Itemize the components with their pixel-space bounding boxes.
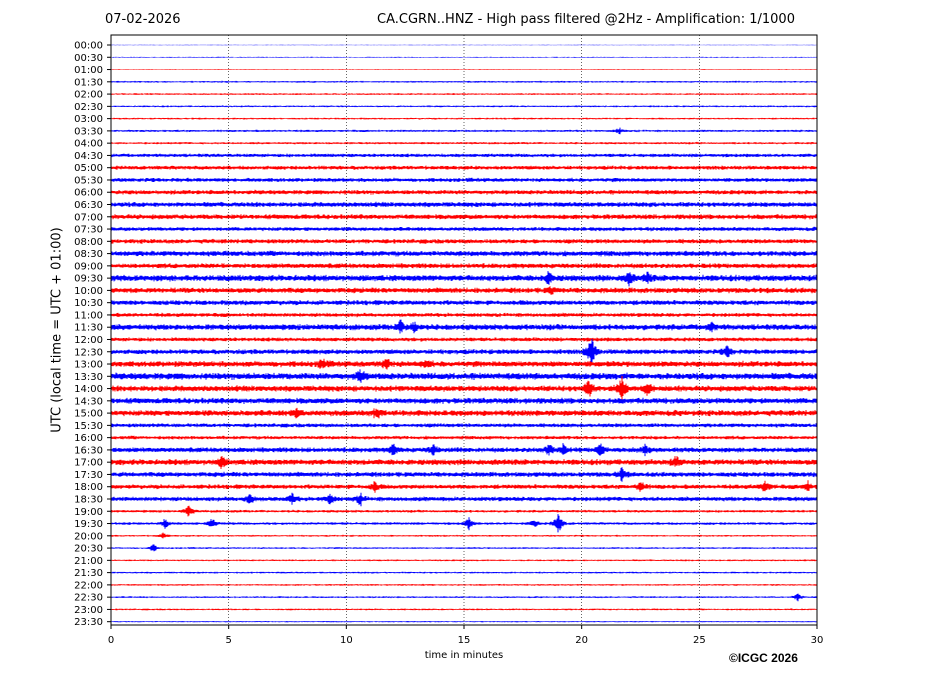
trace-1200	[110, 337, 818, 342]
copyright-label: ©ICGC 2026	[729, 651, 798, 665]
y-tick-label: 17:00	[74, 458, 103, 469]
y-tick-label: 14:30	[74, 396, 103, 407]
y-tick-label: 22:00	[74, 580, 103, 591]
y-tick-label: 06:00	[74, 188, 103, 199]
y-tick-label: 09:00	[74, 261, 103, 272]
trace-0600	[110, 189, 818, 195]
y-tick-label: 01:00	[74, 65, 103, 76]
x-tick-label: 15	[458, 635, 471, 646]
x-tick-layer: 0 5 10 15 20 25 30	[108, 625, 824, 646]
trace-0100	[110, 69, 818, 70]
trace-2330	[110, 621, 818, 623]
y-tick-label: 16:00	[74, 433, 103, 444]
y-tick-label: 12:00	[74, 335, 103, 346]
y-tick-label: 02:30	[74, 102, 103, 113]
y-tick-label: 10:30	[74, 298, 103, 309]
y-tick-label: 19:00	[74, 507, 103, 518]
trace-1930	[110, 514, 818, 533]
y-tick-label: 01:30	[74, 77, 103, 88]
x-tick-label: 20	[575, 635, 588, 646]
y-tick-label: 02:00	[74, 90, 103, 101]
y-tick-label: 04:30	[74, 151, 103, 162]
y-tick-label: 18:00	[74, 482, 103, 493]
y-tick-label: 21:00	[74, 556, 103, 567]
y-tick-label: 00:00	[74, 41, 103, 52]
y-tick-label: 07:30	[74, 225, 103, 236]
trace-0130	[110, 80, 818, 83]
y-tick-label: 07:00	[74, 212, 103, 223]
y-tick-label: 21:30	[74, 568, 103, 579]
y-tick-label: 12:30	[74, 347, 103, 358]
y-tick-label: 23:00	[74, 605, 103, 616]
y-axis-label: UTC (local time = UTC + 01:00)	[49, 227, 65, 433]
y-tick-label: 11:30	[74, 323, 103, 334]
y-tick-label: 10:00	[74, 286, 103, 297]
trace-1230	[110, 339, 818, 365]
y-tick-label: 18:30	[74, 494, 103, 505]
y-tick-label: 04:00	[74, 139, 103, 150]
trace-1300	[110, 358, 818, 370]
grid-layer	[228, 35, 700, 625]
x-tick-label: 25	[693, 635, 706, 646]
y-tick-label: 09:30	[74, 274, 103, 285]
chart-title: CA.CGRN..HNZ - High pass filtered @2Hz -…	[377, 12, 795, 27]
y-tick-label: 13:30	[74, 372, 103, 383]
y-tick-label: 19:30	[74, 519, 103, 530]
y-tick-label: 05:30	[74, 175, 103, 186]
y-tick-label: 22:30	[74, 593, 103, 604]
trace-1900	[110, 505, 818, 517]
y-tick-label: 20:00	[74, 531, 103, 542]
y-tick-label: 15:00	[74, 409, 103, 420]
y-tick-label: 08:00	[74, 237, 103, 248]
y-tick-label: 08:30	[74, 249, 103, 260]
y-tick-label: 14:00	[74, 384, 103, 395]
x-tick-label: 30	[811, 635, 824, 646]
trace-0200	[110, 93, 818, 96]
y-tick-label: 00:30	[74, 53, 103, 64]
y-tick-label: 05:00	[74, 163, 103, 174]
chart-date: 07-02-2026	[105, 12, 181, 27]
y-tick-label: 20:30	[74, 544, 103, 555]
y-tick-label: 06:30	[74, 200, 103, 211]
y-tick-label: 03:00	[74, 114, 103, 125]
y-tick-label: 16:30	[74, 445, 103, 456]
x-tick-label: 0	[108, 635, 114, 646]
x-axis-label: time in minutes	[424, 650, 504, 661]
y-tick-label: 03:30	[74, 126, 103, 137]
y-tick-label: 11:00	[74, 310, 103, 321]
x-tick-label: 5	[225, 635, 231, 646]
y-tick-label: 15:30	[74, 421, 103, 432]
y-tick-label: 17:30	[74, 470, 103, 481]
x-tick-label: 10	[340, 635, 353, 646]
trace-2230	[110, 593, 818, 602]
y-tick-label: 23:30	[74, 617, 103, 628]
trace-1400	[110, 375, 818, 402]
y-tick-label: 13:00	[74, 360, 103, 371]
